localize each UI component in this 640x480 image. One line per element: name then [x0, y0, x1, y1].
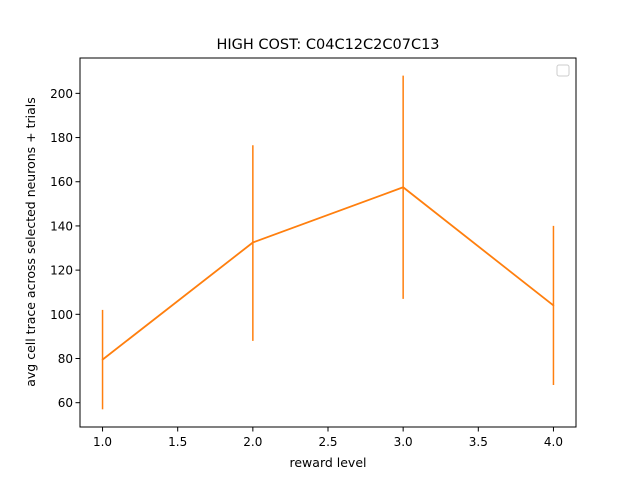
data-point	[252, 241, 254, 244]
series-line	[101, 186, 555, 361]
y-tick-label: 100	[50, 308, 73, 322]
legend-box	[556, 64, 570, 77]
x-tick-label: 2.5	[318, 435, 337, 449]
data-point	[101, 358, 104, 361]
x-tick-label: 3.0	[394, 435, 413, 449]
x-tick-label: 4.0	[544, 435, 563, 449]
x-tick-label: 2.0	[243, 435, 262, 449]
y-tick-label: 60	[58, 396, 73, 410]
axes: 1.0 1.5 2.0 2.5 3.0 3.5 4.0 60 80 100 120 140 160 180…	[50, 57, 577, 449]
y-tick-label: 160	[50, 175, 73, 189]
y-tick-label: 120	[50, 264, 73, 278]
y-tick-label: 200	[50, 87, 73, 101]
y-tick-label: 80	[58, 352, 73, 366]
x-tick-label: 3.5	[469, 435, 488, 449]
x-tick-label: 1.5	[168, 435, 187, 449]
chart-title: HIGH COST: C04C12C2C07C13	[216, 37, 439, 53]
y-tick-label: 180	[50, 131, 73, 145]
x-tick-label: 1.0	[93, 435, 112, 449]
y-tick-label: 140	[50, 219, 73, 233]
y-axis-label: avg cell trace across selected neurons +…	[23, 97, 38, 387]
plot-area	[101, 75, 555, 410]
data-point	[552, 304, 555, 307]
x-axis-label: reward level	[290, 455, 367, 470]
data-point	[402, 186, 404, 189]
